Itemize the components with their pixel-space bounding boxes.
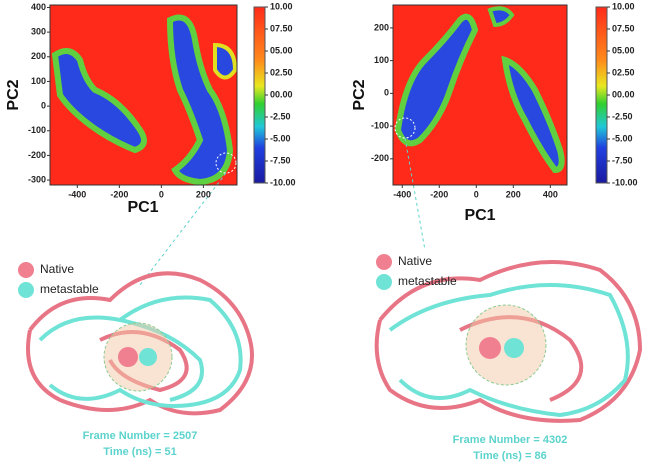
x-tick-label: -200 xyxy=(430,189,448,199)
colorbar-tick-label: 00.00 xyxy=(612,89,635,99)
colorbar-tick-label: -5.00 xyxy=(612,133,633,143)
colorbar-tick-label: -7.50 xyxy=(612,155,633,165)
plot-frame xyxy=(49,4,238,186)
x-axis-label: PC1 xyxy=(127,199,158,216)
y-tick-label: 400 xyxy=(31,2,46,12)
legend-label: metastable xyxy=(40,282,99,296)
colorbar-tick-label: -2.50 xyxy=(270,111,291,121)
colorbar-tick-label: 02.50 xyxy=(612,67,635,77)
y-tick-label: 0 xyxy=(41,100,46,110)
x-tick-label: 0 xyxy=(474,189,479,199)
legend-label: Native xyxy=(398,254,432,268)
x-tick-label: 0 xyxy=(159,189,164,199)
colorbar xyxy=(253,6,266,184)
y-tick-label: -300 xyxy=(28,174,46,184)
connector xyxy=(139,172,227,286)
structure-left xyxy=(26,271,254,416)
legend-swatch xyxy=(18,262,34,278)
x-tick-label: 400 xyxy=(543,189,558,199)
x-tick-label: -200 xyxy=(110,189,128,199)
x-tick-label: 200 xyxy=(196,189,211,199)
y-tick-label: -200 xyxy=(28,150,46,160)
x-tick-label: -400 xyxy=(393,189,411,199)
colorbar-tick-label: -2.50 xyxy=(612,111,633,121)
colorbar-tick-label: 07.50 xyxy=(612,23,635,33)
colorbar-tick-label: 05.00 xyxy=(612,45,635,55)
y-tick-label: 100 xyxy=(31,76,46,86)
y-tick-label: 300 xyxy=(31,26,46,36)
legend-swatch xyxy=(376,254,392,270)
y-tick-label: 100 xyxy=(374,55,389,65)
legend-swatch xyxy=(18,282,34,298)
plot-frame xyxy=(392,4,568,186)
colorbar-tick-label: 10.00 xyxy=(612,1,635,11)
y-tick-label: 0 xyxy=(384,88,389,98)
landscape-left xyxy=(50,5,238,186)
legend-label: metastable xyxy=(398,274,457,288)
colorbar-label: Gibbs free energy (kcal/mol) xyxy=(584,43,594,146)
legend-swatch xyxy=(376,274,392,290)
colorbar-tick-label: -5.00 xyxy=(270,133,291,143)
colorbar-tick-label: 05.00 xyxy=(270,45,293,55)
x-axis-label: PC1 xyxy=(464,207,495,224)
colorbar-tick-label: 07.50 xyxy=(270,23,293,33)
x-tick-label: -400 xyxy=(68,189,86,199)
structure-right xyxy=(374,260,643,423)
y-tick-label: -200 xyxy=(371,153,389,163)
y-tick-label: 200 xyxy=(374,22,389,32)
colorbar-tick-label: 02.50 xyxy=(270,67,293,77)
connector xyxy=(404,137,426,251)
y-tick-label: 200 xyxy=(31,51,46,61)
frame-caption: Frame Number = 2507 xyxy=(83,430,198,442)
y-tick-label: -100 xyxy=(28,125,46,135)
colorbar xyxy=(595,6,608,184)
colorbar-tick-label: -10.00 xyxy=(270,177,296,187)
frame-caption: Frame Number = 4302 xyxy=(453,434,568,446)
x-tick-label: 200 xyxy=(506,189,521,199)
colorbar-tick-label: 10.00 xyxy=(270,1,293,11)
colorbar-label: Gibbs free energy (kcal/mol) xyxy=(242,43,252,146)
legend-label: Native xyxy=(40,262,74,276)
time-caption: Time (ns) = 86 xyxy=(473,450,546,462)
colorbar-tick-label: -7.50 xyxy=(270,155,291,165)
colorbar-tick-label: -10.00 xyxy=(612,177,638,187)
colorbar-tick-label: 00.00 xyxy=(270,89,293,99)
landscape-right xyxy=(393,5,567,185)
time-caption: Time (ns) = 51 xyxy=(103,446,176,458)
y-axis-label: PC2 xyxy=(5,79,22,110)
y-axis-label: PC2 xyxy=(351,79,368,110)
y-tick-label: -100 xyxy=(371,120,389,130)
